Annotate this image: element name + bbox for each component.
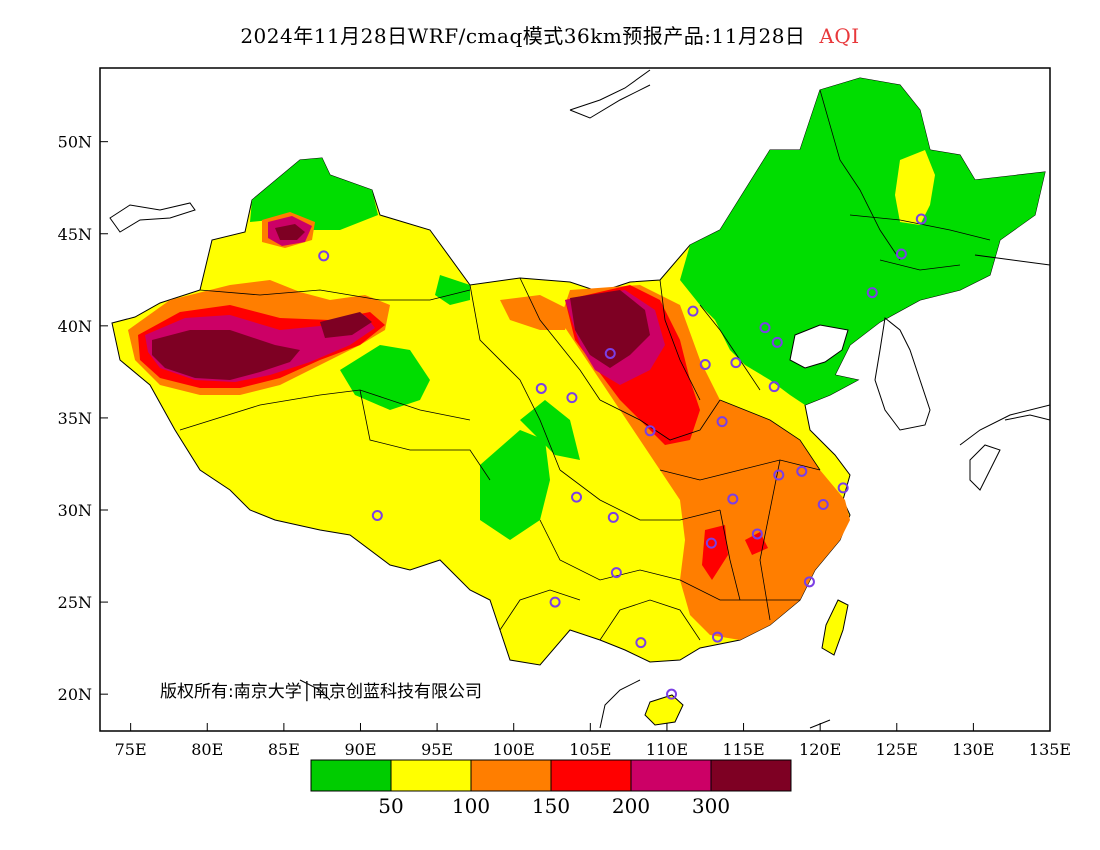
station-marker: [371, 510, 383, 522]
station-marker: [803, 576, 815, 588]
colorbar-swatch: [470, 759, 552, 792]
lon-tick-label: 75E: [115, 740, 147, 759]
colorbar-label: 150: [532, 794, 570, 818]
taiwan-island: [821, 599, 849, 656]
station-marker: [730, 357, 742, 369]
region-usg-ordos: [500, 295, 570, 330]
title-text: 2024年11月28日WRF/cmaq模式36km预报产品:11月28日: [240, 24, 806, 48]
station-marker: [666, 688, 678, 700]
lat-tick-label: 50N: [58, 133, 92, 152]
station-marker: [837, 482, 849, 494]
region-hazardous-ningxia: [570, 290, 650, 368]
lat-tick-label: 30N: [58, 501, 92, 520]
station-marker: [759, 322, 771, 334]
colorbar-label: 100: [452, 794, 490, 818]
colorbar-label: 200: [612, 794, 650, 818]
station-marker: [687, 305, 699, 317]
station-marker: [716, 416, 728, 428]
aqi-colorbar: 50 100 150 200 300: [310, 759, 792, 818]
lon-tick-label: 85E: [268, 740, 300, 759]
colorbar-swatch: [310, 759, 392, 792]
station-marker: [535, 382, 547, 394]
lon-tick-label: 90E: [344, 740, 376, 759]
japan-coast: [959, 254, 1050, 491]
colorbar-swatch: [710, 759, 792, 792]
station-marker: [771, 336, 783, 348]
station-marker: [712, 631, 723, 643]
map-frame: [99, 67, 1051, 732]
map-title: 2024年11月28日WRF/cmaq模式36km预报产品:11月28日 AQI: [0, 20, 1100, 49]
station-marker: [895, 248, 907, 260]
lat-tick-label: 45N: [58, 225, 92, 244]
station-marker: [318, 250, 330, 262]
lat-tick-label: 25N: [58, 593, 92, 612]
lon-tick-label: 105E: [569, 740, 611, 759]
station-marker: [635, 637, 647, 649]
region-good-west-sichuan: [480, 430, 550, 540]
station-marker: [773, 469, 785, 481]
northwest-coast: [109, 202, 196, 233]
station-marker: [866, 287, 878, 299]
region-hazardous-tarim: [152, 330, 300, 380]
station-marker: [607, 511, 619, 523]
station-marker: [566, 392, 578, 404]
station-marker: [796, 465, 808, 477]
lon-tick-label: 95E: [421, 740, 453, 759]
colorbar-label: 50: [378, 794, 403, 818]
lon-tick-label: 100E: [493, 740, 535, 759]
variable-label: AQI: [819, 24, 860, 48]
colorbar-swatch: [390, 759, 472, 792]
station-marker: [768, 381, 780, 393]
region-good-gansu: [520, 400, 580, 460]
region-good-northeast: [680, 78, 1045, 405]
colorbar-label: 300: [692, 794, 730, 818]
region-hazardous-junggar: [275, 224, 305, 240]
lon-tick-label: 110E: [646, 740, 688, 759]
lon-tick-label: 135E: [1029, 740, 1071, 759]
station-marker: [751, 528, 763, 540]
colorbar-swatch: [630, 759, 712, 792]
lon-tick-label: 125E: [876, 740, 918, 759]
station-marker: [644, 425, 656, 437]
station-markers: [318, 213, 927, 700]
region-good-qinghai: [340, 345, 430, 410]
colorbar-swatch: [550, 759, 632, 792]
baikal-coast: [569, 69, 651, 119]
region-hazardous-lop: [320, 312, 372, 338]
lon-tick-label: 115E: [722, 740, 764, 759]
hainan-island: [644, 694, 684, 726]
longitude-axis: 75E 80E 85E 90E 95E 100E 105E 110E 115E 120E 125E 1…: [115, 723, 1071, 759]
station-marker: [915, 213, 927, 225]
region-good-north-xinjiang: [250, 158, 378, 230]
copyright-text: 版权所有:南京大学│南京创蓝科技有限公司: [160, 681, 482, 702]
station-marker: [699, 359, 711, 371]
station-marker: [727, 493, 739, 505]
province-borders: [179, 89, 991, 641]
bohai-sea: [789, 324, 849, 369]
station-marker: [610, 567, 622, 579]
lat-tick-label: 40N: [58, 317, 92, 336]
station-marker: [705, 537, 717, 549]
lat-tick-label: 20N: [58, 685, 92, 704]
station-marker: [549, 596, 561, 608]
latitude-axis: 20N 25N 30N 35N 40N 45N 50N: [58, 133, 108, 704]
station-marker: [604, 347, 616, 359]
station-marker: [817, 498, 829, 510]
region-good-inner-mongolia: [435, 275, 470, 305]
lon-tick-label: 130E: [952, 740, 994, 759]
station-marker: [571, 491, 583, 503]
korea-coast: [874, 317, 931, 431]
lon-tick-label: 120E: [799, 740, 841, 759]
region-moderate-ne-patch: [895, 150, 935, 225]
lat-tick-label: 35N: [58, 409, 92, 428]
lon-tick-label: 80E: [191, 740, 223, 759]
